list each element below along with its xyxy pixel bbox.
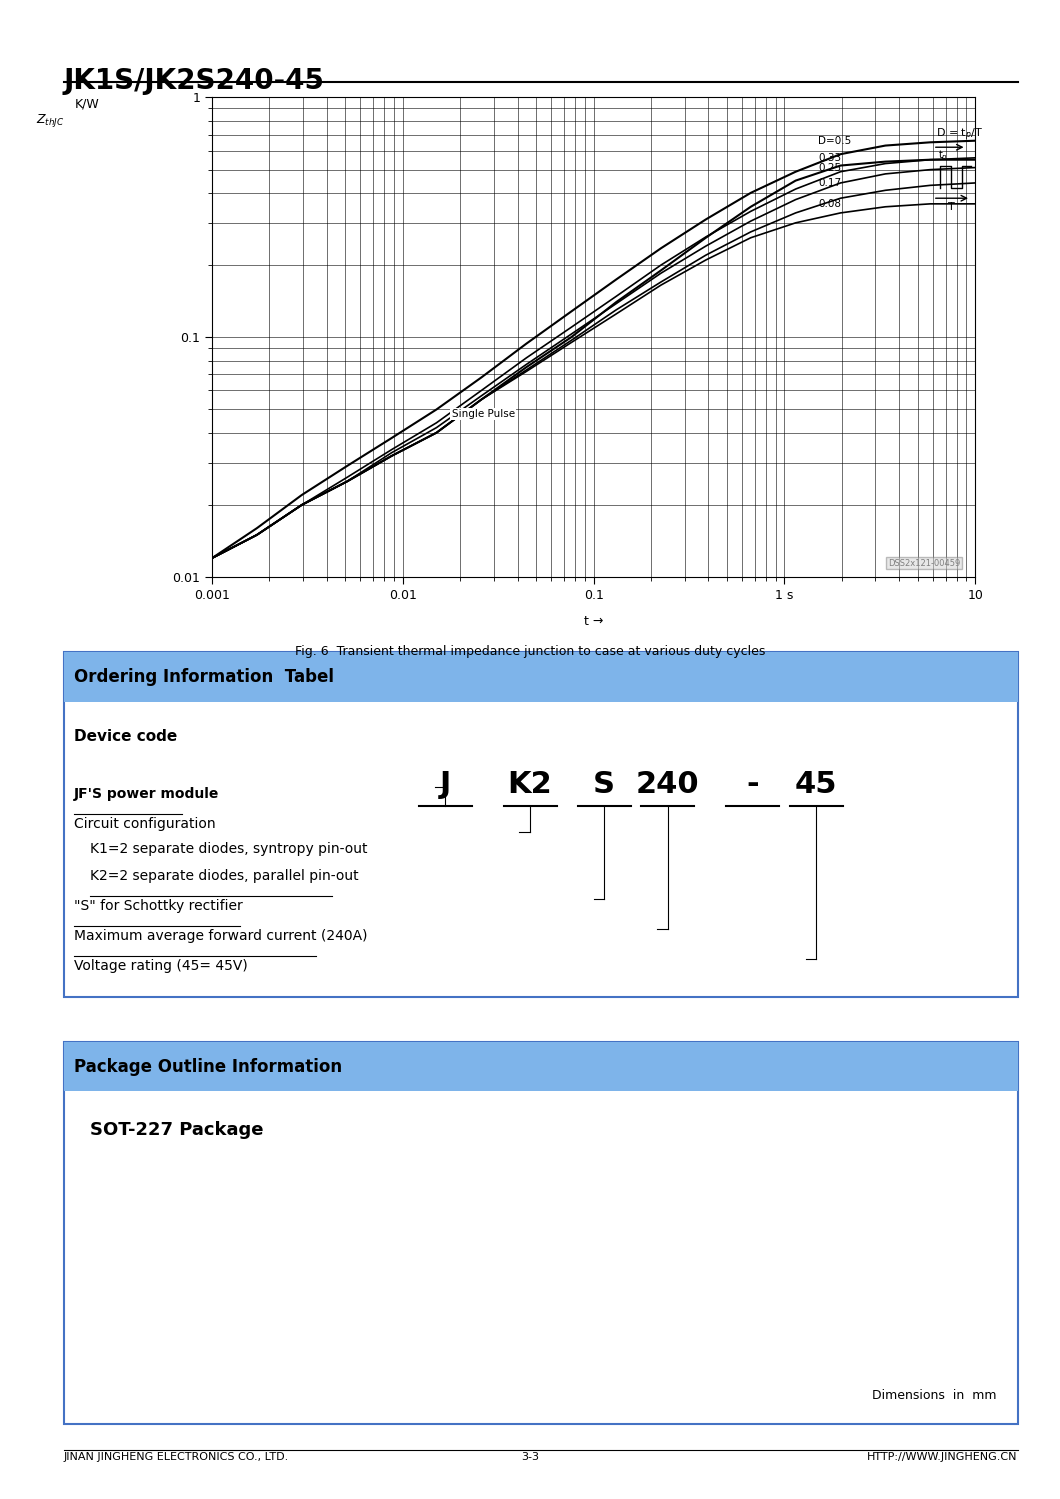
Text: Package Outline Information: Package Outline Information — [74, 1057, 342, 1076]
Bar — [700, 1180, 731, 1204]
Bar — [753, 1180, 784, 1204]
Text: $Z_{thJC}$: $Z_{thJC}$ — [36, 112, 65, 129]
Text: 30.2±0.20: 30.2±0.20 — [324, 1243, 375, 1253]
Text: JK1S/JK2S240-45: JK1S/JK2S240-45 — [64, 67, 324, 96]
Text: K1=2 separate diodes, syntropy pin-out: K1=2 separate diodes, syntropy pin-out — [90, 842, 368, 856]
Text: K/W: K/W — [74, 97, 100, 111]
Text: Voltage rating (45= 45V): Voltage rating (45= 45V) — [74, 959, 248, 973]
Text: Ordering Information  Tabel: Ordering Information Tabel — [74, 667, 334, 687]
Text: -: - — [746, 770, 759, 799]
Text: 240: 240 — [636, 770, 700, 799]
Text: K2: K2 — [508, 770, 552, 799]
Text: JF'S power module: JF'S power module — [74, 787, 219, 800]
Bar — [207, 1187, 493, 1346]
Text: Device code: Device code — [74, 729, 177, 744]
Text: Single Pulse: Single Pulse — [452, 409, 515, 418]
Text: K2=2 separate diodes, parallel pin-out: K2=2 separate diodes, parallel pin-out — [90, 869, 358, 883]
Text: 15.0: 15.0 — [339, 1270, 360, 1279]
Text: D = t$_p$/T: D = t$_p$/T — [936, 126, 983, 142]
Text: 0.25: 0.25 — [818, 162, 842, 172]
Text: JINAN JINGHENG ELECTRONICS CO., LTD.: JINAN JINGHENG ELECTRONICS CO., LTD. — [64, 1451, 288, 1462]
Text: Ø4.2: Ø4.2 — [338, 1379, 361, 1390]
Text: T: T — [948, 202, 955, 211]
Text: "S" for Schottky rectifier: "S" for Schottky rectifier — [74, 899, 243, 913]
Text: 26.0 Max: 26.0 Max — [565, 1223, 575, 1268]
Text: 0.33: 0.33 — [818, 153, 842, 163]
Text: 0.17: 0.17 — [818, 178, 842, 187]
Text: Dimensions  in  mm: Dimensions in mm — [872, 1388, 996, 1402]
Text: Fig. 6  Transient thermal impedance junction to case at various duty cycles: Fig. 6 Transient thermal impedance junct… — [295, 645, 765, 658]
Text: S: S — [594, 770, 615, 799]
Bar — [235, 1145, 273, 1187]
Text: HTTP://WWW.JINGHENG.CN: HTTP://WWW.JINGHENG.CN — [867, 1451, 1018, 1462]
Text: 4-M4: 4-M4 — [171, 1259, 195, 1268]
Text: Circuit configuration: Circuit configuration — [74, 817, 216, 830]
Text: J: J — [440, 770, 450, 799]
Text: 38.0: 38.0 — [339, 1354, 360, 1363]
Text: 45: 45 — [795, 770, 837, 799]
Text: t →: t → — [584, 615, 603, 628]
Text: t$_p$: t$_p$ — [938, 148, 949, 162]
Bar — [662, 1204, 848, 1279]
Text: Maximum average forward current (240A): Maximum average forward current (240A) — [74, 929, 368, 943]
Circle shape — [403, 1246, 441, 1288]
Text: DSS2x121-00459: DSS2x121-00459 — [887, 559, 960, 568]
Text: D=0.5: D=0.5 — [818, 136, 851, 145]
Text: 9.5±0.10: 9.5±0.10 — [880, 1208, 888, 1246]
Text: 0.08: 0.08 — [818, 199, 841, 208]
Bar — [378, 1145, 417, 1187]
Text: SOT-227 Package: SOT-227 Package — [90, 1121, 264, 1139]
Text: 3-3: 3-3 — [522, 1451, 538, 1462]
Circle shape — [260, 1246, 297, 1288]
Bar — [307, 1145, 346, 1187]
